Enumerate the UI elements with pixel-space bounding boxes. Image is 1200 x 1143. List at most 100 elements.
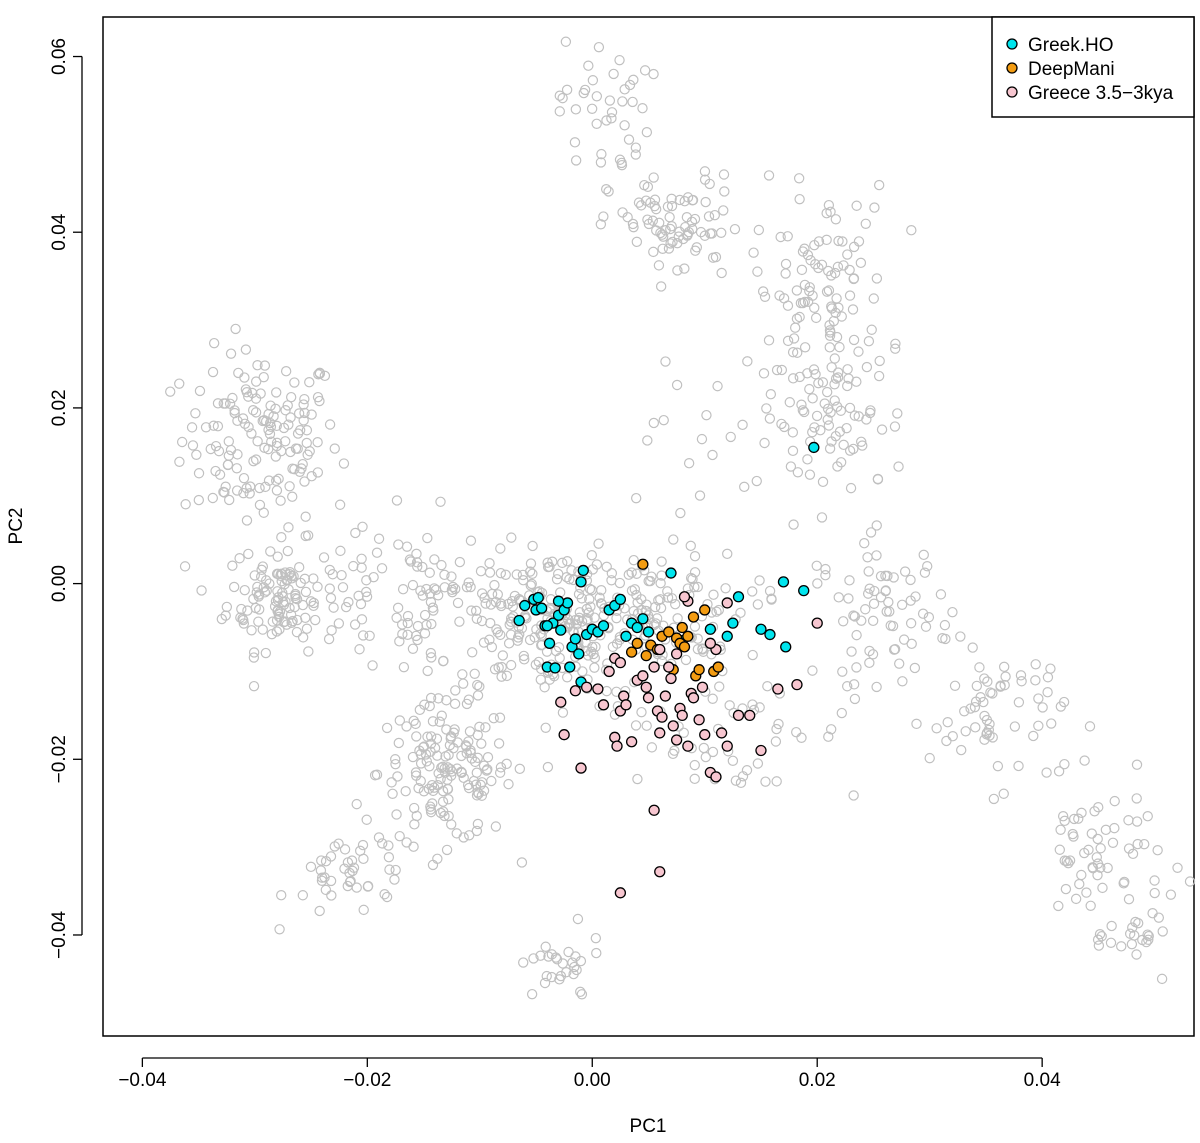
background-point xyxy=(860,604,871,615)
background-point xyxy=(868,293,879,304)
background-point xyxy=(1107,837,1119,848)
background-point xyxy=(935,589,947,600)
background-point xyxy=(614,54,625,66)
background-point xyxy=(434,716,445,727)
background-point xyxy=(425,647,437,659)
background-point xyxy=(856,436,867,447)
background-point xyxy=(271,437,283,449)
point-greek-ho xyxy=(597,620,610,632)
background-point xyxy=(425,806,437,818)
background-point xyxy=(893,461,904,472)
background-point xyxy=(867,615,879,627)
background-point xyxy=(391,612,402,623)
background-point xyxy=(700,196,711,208)
background-point xyxy=(278,617,289,628)
background-point xyxy=(268,411,279,422)
background-point xyxy=(704,178,715,190)
background-point xyxy=(334,499,346,510)
background-point xyxy=(526,988,538,1000)
point-greek-ho xyxy=(732,591,745,603)
background-point xyxy=(796,264,808,276)
background-point xyxy=(582,613,593,625)
background-point xyxy=(240,384,252,395)
background-point xyxy=(300,586,312,598)
background-point xyxy=(911,718,922,730)
background-point xyxy=(1149,875,1160,886)
background-point xyxy=(689,551,701,562)
background-point xyxy=(675,507,686,519)
point-greece-3-5-3kya xyxy=(755,744,767,757)
point-greece-3-5-3kya xyxy=(614,657,627,669)
background-point xyxy=(528,953,539,964)
background-point xyxy=(1055,824,1066,835)
point-greek-ho xyxy=(780,641,792,653)
point-greece-3-5-3kya xyxy=(656,711,668,723)
background-point xyxy=(937,633,948,644)
point-greece-3-5-3kya xyxy=(611,740,623,752)
background-point xyxy=(841,681,853,692)
background-point xyxy=(653,260,665,271)
background-point xyxy=(230,323,241,335)
background-point xyxy=(390,754,401,765)
background-point xyxy=(297,632,309,643)
background-point xyxy=(1028,730,1039,742)
background-point xyxy=(238,472,250,484)
background-point xyxy=(678,727,689,738)
background-point xyxy=(402,617,413,629)
background-point xyxy=(283,584,294,595)
background-point xyxy=(714,681,725,692)
background-point xyxy=(328,602,339,613)
background-point xyxy=(752,266,763,277)
background-point xyxy=(238,614,249,626)
background-point xyxy=(813,377,824,389)
background-point xyxy=(1064,855,1076,866)
point-greece-3-5-3kya xyxy=(648,804,660,816)
background-point xyxy=(384,864,395,875)
background-point xyxy=(848,334,860,346)
background-point xyxy=(478,637,490,648)
background-point xyxy=(429,554,440,565)
background-point xyxy=(873,370,885,382)
background-point xyxy=(876,424,888,435)
background-point xyxy=(956,744,967,756)
background-point xyxy=(557,707,569,718)
background-point xyxy=(554,90,565,101)
background-point xyxy=(427,602,439,613)
background-point xyxy=(642,181,654,193)
background-point xyxy=(809,302,820,313)
background-point xyxy=(568,968,579,980)
background-point xyxy=(747,649,758,661)
background-point xyxy=(401,837,412,848)
background-point xyxy=(855,257,867,269)
background-point xyxy=(442,783,453,795)
background-point xyxy=(394,636,405,647)
background-point xyxy=(817,476,829,488)
background-point xyxy=(812,578,823,589)
background-point xyxy=(655,578,666,589)
background-point xyxy=(747,586,758,597)
background-point xyxy=(285,391,297,403)
background-point xyxy=(289,601,300,613)
legend: Greek.HO DeepMani Greece 3.5−3kya xyxy=(991,16,1195,118)
point-greece-3-5-3kya xyxy=(648,661,660,673)
background-point xyxy=(435,496,446,507)
background-point xyxy=(469,668,480,679)
background-point xyxy=(438,655,449,667)
background-point xyxy=(707,449,718,461)
background-point xyxy=(1073,813,1084,824)
background-point xyxy=(575,986,586,998)
background-point xyxy=(1013,697,1025,708)
background-point xyxy=(572,913,584,925)
background-point xyxy=(648,417,660,429)
background-point xyxy=(428,782,440,793)
point-greece-3-5-3kya xyxy=(693,714,705,726)
background-point xyxy=(689,581,700,593)
background-point xyxy=(1096,931,1107,942)
background-point xyxy=(1142,929,1153,940)
background-point xyxy=(557,958,568,969)
background-point xyxy=(1058,696,1070,708)
background-point xyxy=(248,652,260,663)
background-point xyxy=(575,955,587,967)
background-point xyxy=(516,857,528,868)
background-point xyxy=(276,890,287,901)
